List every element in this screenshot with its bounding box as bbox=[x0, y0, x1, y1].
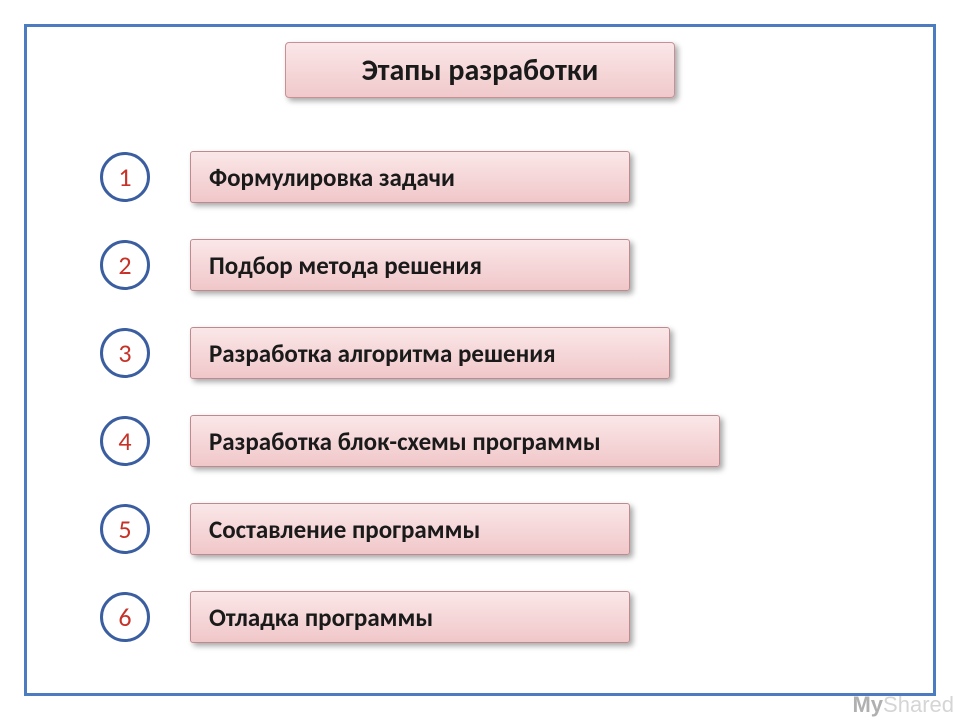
step-number: 6 bbox=[118, 601, 131, 633]
step-number-badge: 3 bbox=[100, 328, 150, 378]
step-label: Отладка программы bbox=[209, 602, 433, 633]
step-label-box: Подбор метода решения bbox=[190, 239, 630, 291]
step-label: Разработка алгоритма решения bbox=[209, 338, 556, 369]
step-label-box: Отладка программы bbox=[190, 591, 630, 643]
step-number: 4 bbox=[118, 425, 131, 457]
step-number-badge: 1 bbox=[100, 152, 150, 202]
step-number: 5 bbox=[118, 513, 131, 545]
step-number-badge: 4 bbox=[100, 416, 150, 466]
step-row: 3 Разработка алгоритма решения bbox=[100, 324, 800, 382]
step-row: 6 Отладка программы bbox=[100, 588, 800, 646]
slide-title-text: Этапы разработки bbox=[362, 52, 599, 89]
step-label-box: Составление программы bbox=[190, 503, 630, 555]
step-row: 5 Составление программы bbox=[100, 500, 800, 558]
step-row: 4 Разработка блок-схемы программы bbox=[100, 412, 800, 470]
slide-title: Этапы разработки bbox=[285, 42, 675, 98]
step-number-badge: 2 bbox=[100, 240, 150, 290]
step-label-box: Разработка алгоритма решения bbox=[190, 327, 670, 379]
step-label-box: Формулировка задачи bbox=[190, 151, 630, 203]
step-label: Составление программы bbox=[209, 514, 480, 545]
step-number: 3 bbox=[118, 337, 131, 369]
step-number-badge: 6 bbox=[100, 592, 150, 642]
step-label: Разработка блок-схемы программы bbox=[209, 426, 601, 457]
step-label-box: Разработка блок-схемы программы bbox=[190, 415, 720, 467]
step-number: 1 bbox=[118, 161, 131, 193]
step-number-badge: 5 bbox=[100, 504, 150, 554]
watermark-part1: My bbox=[852, 692, 883, 717]
step-row: 2 Подбор метода решения bbox=[100, 236, 800, 294]
watermark-part2: Shared bbox=[883, 692, 954, 717]
step-label: Формулировка задачи bbox=[209, 162, 455, 193]
step-label: Подбор метода решения bbox=[209, 250, 482, 281]
step-row: 1 Формулировка задачи bbox=[100, 148, 800, 206]
steps-list: 1 Формулировка задачи 2 Подбор метода решен… bbox=[100, 148, 800, 676]
step-number: 2 bbox=[118, 249, 131, 281]
watermark: MyShared bbox=[852, 692, 954, 718]
